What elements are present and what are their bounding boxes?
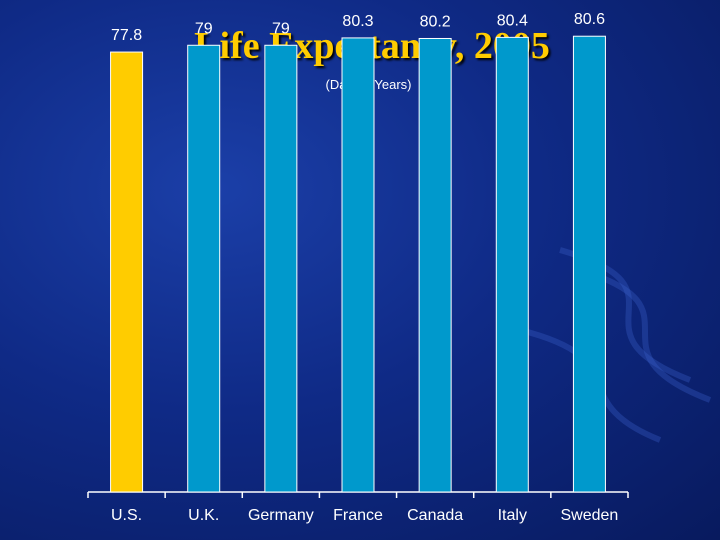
x-tick-label: Germany (248, 507, 314, 524)
data-label: 80.4 (497, 12, 528, 29)
bar-canada (418, 37, 452, 493)
bar-sweden (572, 35, 606, 493)
x-tick-label: Sweden (561, 507, 619, 524)
x-tick-label: U.S. (111, 507, 142, 524)
bar-france (341, 37, 375, 493)
bar-germany (264, 44, 298, 493)
x-tick-label: Italy (498, 507, 527, 524)
data-label: 80.2 (420, 13, 451, 30)
bar-u-s (110, 51, 144, 493)
x-tick-label: France (333, 507, 383, 524)
data-label: 77.8 (111, 27, 142, 44)
bar-u-k (187, 44, 221, 493)
x-tick-label: Canada (407, 507, 463, 524)
bar-italy (495, 36, 529, 493)
data-label: 79 (272, 20, 290, 37)
data-label: 79 (195, 20, 213, 37)
data-label: 80.6 (574, 11, 605, 28)
x-tick-label: U.K. (188, 507, 219, 524)
data-label: 80.3 (342, 13, 373, 30)
